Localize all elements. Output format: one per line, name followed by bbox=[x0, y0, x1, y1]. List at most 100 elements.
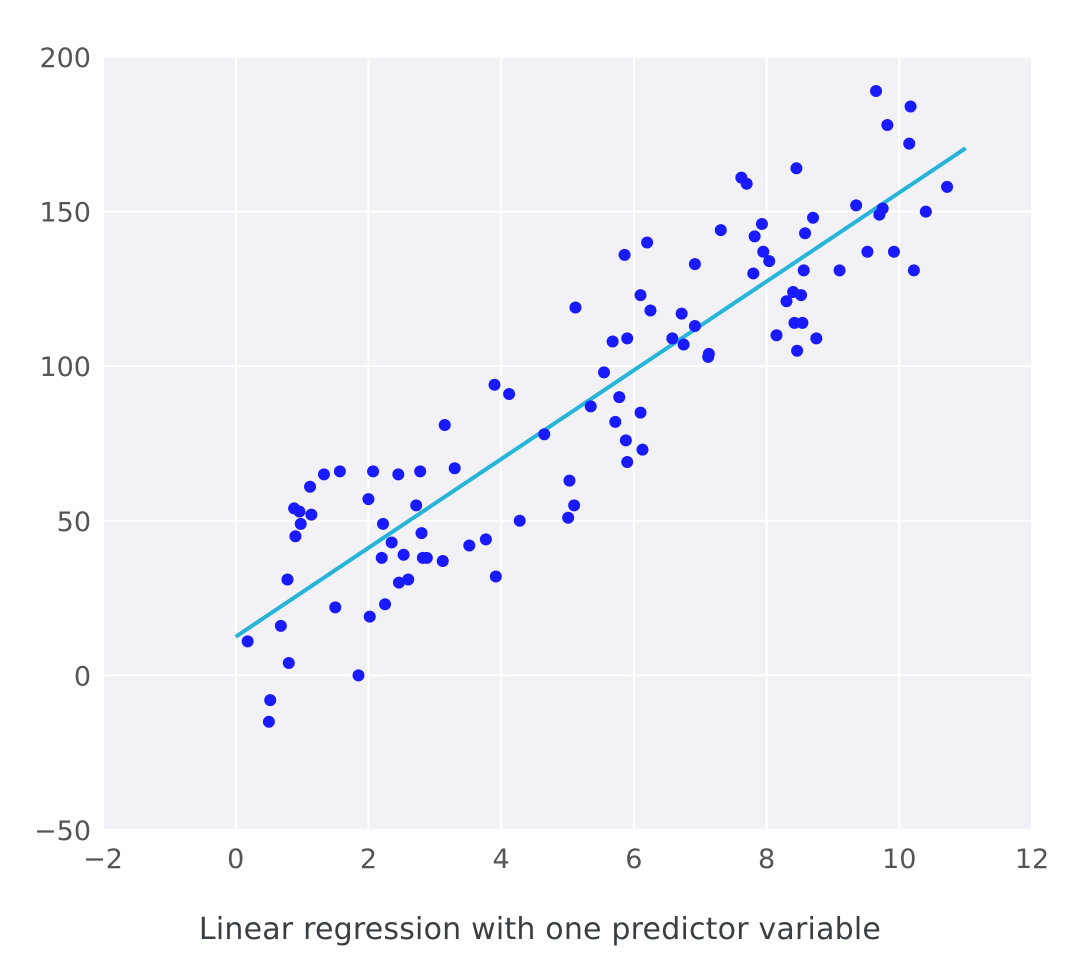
data-point bbox=[757, 245, 770, 258]
data-point bbox=[317, 468, 330, 481]
data-point bbox=[810, 332, 823, 345]
data-point bbox=[503, 388, 516, 401]
data-point bbox=[479, 533, 492, 546]
data-point bbox=[606, 335, 619, 348]
data-point bbox=[329, 601, 342, 614]
data-point bbox=[748, 230, 761, 243]
data-point bbox=[392, 576, 405, 589]
data-point bbox=[763, 255, 776, 268]
data-point bbox=[870, 85, 883, 98]
data-point bbox=[641, 236, 654, 249]
data-point bbox=[289, 530, 302, 543]
data-point bbox=[770, 329, 783, 342]
data-point bbox=[563, 474, 576, 487]
data-point bbox=[861, 245, 874, 258]
data-point bbox=[375, 551, 388, 564]
data-point bbox=[513, 514, 526, 527]
data-point bbox=[294, 517, 307, 530]
data-point bbox=[304, 480, 317, 493]
data-point bbox=[799, 227, 812, 240]
x-tick-label: −2 bbox=[83, 844, 123, 875]
data-point bbox=[274, 619, 287, 632]
x-tick-label: 2 bbox=[360, 844, 377, 875]
data-point bbox=[903, 137, 916, 150]
data-point bbox=[463, 539, 476, 552]
data-point bbox=[795, 289, 808, 302]
data-point bbox=[379, 598, 392, 611]
data-point bbox=[621, 456, 634, 469]
data-point bbox=[636, 443, 649, 456]
data-point bbox=[609, 415, 622, 428]
data-point bbox=[362, 493, 375, 506]
data-point bbox=[619, 434, 632, 447]
y-tick-label: 200 bbox=[39, 43, 91, 74]
data-point bbox=[352, 669, 365, 682]
data-point bbox=[887, 245, 900, 258]
data-point bbox=[262, 715, 275, 728]
data-point bbox=[488, 378, 501, 391]
x-tick-label: 4 bbox=[493, 844, 510, 875]
y-tick-label: 100 bbox=[39, 352, 91, 383]
y-tick-label: 150 bbox=[39, 198, 91, 229]
plot-background bbox=[103, 57, 1032, 830]
data-point bbox=[392, 468, 405, 481]
regression-line bbox=[234, 146, 967, 639]
data-point bbox=[621, 332, 634, 345]
data-point bbox=[264, 694, 277, 707]
data-point bbox=[618, 248, 631, 261]
x-axis-tick-labels: −2 0 2 4 6 8 10 12 bbox=[83, 844, 1049, 875]
y-tick-label: 50 bbox=[57, 507, 91, 538]
data-point bbox=[791, 344, 804, 357]
y-tick-label: −50 bbox=[34, 816, 91, 847]
regression-line-layer bbox=[234, 146, 967, 639]
data-point bbox=[850, 199, 863, 212]
data-point bbox=[448, 462, 461, 475]
y-axis-tick-labels: −50 0 50 100 150 200 bbox=[34, 43, 91, 847]
data-point bbox=[714, 224, 727, 237]
data-point bbox=[747, 267, 760, 280]
data-point bbox=[755, 217, 768, 230]
data-point bbox=[790, 162, 803, 175]
data-point bbox=[569, 301, 582, 314]
data-point bbox=[634, 406, 647, 419]
data-point bbox=[688, 258, 701, 271]
data-point bbox=[644, 304, 657, 317]
data-point bbox=[402, 573, 415, 586]
data-point bbox=[907, 264, 920, 277]
data-points bbox=[241, 85, 954, 728]
data-point bbox=[797, 264, 810, 277]
data-point bbox=[420, 551, 433, 564]
scatter-plot-figure: −2 0 2 4 6 8 10 12 −50 0 50 100 150 200 bbox=[34, 43, 1049, 875]
data-point bbox=[796, 316, 809, 329]
scatter-plot: −2 0 2 4 6 8 10 12 −50 0 50 100 150 200 bbox=[34, 43, 1049, 875]
data-point bbox=[584, 400, 597, 413]
data-point bbox=[919, 205, 932, 218]
data-point bbox=[282, 657, 295, 670]
data-point bbox=[363, 610, 376, 623]
data-point bbox=[333, 465, 346, 478]
data-point bbox=[666, 332, 679, 345]
x-tick-label: 10 bbox=[882, 844, 916, 875]
data-point bbox=[677, 338, 690, 351]
data-point bbox=[876, 202, 889, 215]
data-point bbox=[377, 517, 390, 530]
data-point bbox=[562, 511, 575, 524]
data-point bbox=[305, 508, 318, 521]
data-point bbox=[740, 177, 753, 190]
y-tick-label: 0 bbox=[74, 661, 91, 692]
data-point bbox=[807, 211, 820, 224]
data-point bbox=[881, 119, 894, 132]
x-tick-label: 8 bbox=[758, 844, 775, 875]
data-point bbox=[568, 499, 581, 512]
data-point bbox=[538, 428, 551, 441]
data-point bbox=[634, 289, 647, 302]
data-point bbox=[438, 418, 451, 431]
x-tick-label: 12 bbox=[1015, 844, 1049, 875]
data-point bbox=[293, 505, 306, 518]
data-point bbox=[385, 536, 398, 549]
data-point bbox=[833, 264, 846, 277]
data-point bbox=[688, 320, 701, 333]
data-point bbox=[436, 554, 449, 567]
x-tick-label: 0 bbox=[227, 844, 244, 875]
data-point bbox=[702, 347, 715, 360]
